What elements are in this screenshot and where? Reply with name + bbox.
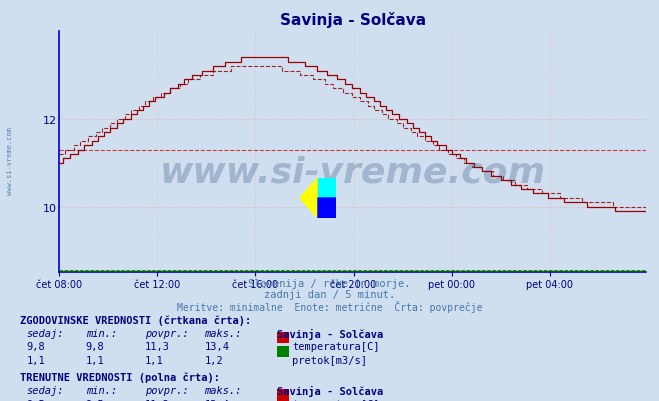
Text: 9,8: 9,8 — [26, 342, 45, 351]
Polygon shape — [318, 178, 336, 198]
Text: 9,5: 9,5 — [26, 399, 45, 401]
Text: 11,3: 11,3 — [145, 342, 170, 351]
Text: pretok[m3/s]: pretok[m3/s] — [292, 355, 367, 365]
Text: 13,4: 13,4 — [204, 399, 229, 401]
Text: Meritve: minimalne  Enote: metrične  Črta: povprečje: Meritve: minimalne Enote: metrične Črta:… — [177, 300, 482, 312]
Polygon shape — [318, 198, 336, 219]
Text: 9,8: 9,8 — [86, 342, 104, 351]
Text: zadnji dan / 5 minut.: zadnji dan / 5 minut. — [264, 290, 395, 300]
Title: Savinja - Solčava: Savinja - Solčava — [279, 12, 426, 28]
Text: 1,2: 1,2 — [204, 355, 223, 365]
Text: min.:: min.: — [86, 328, 117, 338]
Text: povpr.:: povpr.: — [145, 328, 188, 338]
Text: 13,4: 13,4 — [204, 342, 229, 351]
Text: sedaj:: sedaj: — [26, 328, 64, 338]
Text: 9,5: 9,5 — [86, 399, 104, 401]
Text: TRENUTNE VREDNOSTI (polna črta):: TRENUTNE VREDNOSTI (polna črta): — [20, 372, 219, 383]
Text: 1,1: 1,1 — [26, 355, 45, 365]
Text: www.si-vreme.com: www.si-vreme.com — [159, 155, 546, 188]
Text: maks.:: maks.: — [204, 385, 242, 395]
Text: 1,1: 1,1 — [86, 355, 104, 365]
Text: temperatura[C]: temperatura[C] — [292, 399, 380, 401]
Polygon shape — [300, 178, 318, 219]
Text: ZGODOVINSKE VREDNOSTI (črtkana črta):: ZGODOVINSKE VREDNOSTI (črtkana črta): — [20, 315, 251, 325]
Text: Savinja - Solčava: Savinja - Solčava — [277, 385, 383, 396]
Text: Slovenija / reke in morje.: Slovenija / reke in morje. — [248, 279, 411, 289]
Text: www.si-vreme.com: www.si-vreme.com — [7, 126, 13, 194]
Text: Savinja - Solčava: Savinja - Solčava — [277, 328, 383, 339]
Polygon shape — [318, 198, 336, 219]
Text: povpr.:: povpr.: — [145, 385, 188, 395]
Text: min.:: min.: — [86, 385, 117, 395]
Text: sedaj:: sedaj: — [26, 385, 64, 395]
Text: temperatura[C]: temperatura[C] — [292, 342, 380, 351]
Polygon shape — [318, 178, 336, 198]
Text: maks.:: maks.: — [204, 328, 242, 338]
Text: 1,1: 1,1 — [145, 355, 163, 365]
Text: 11,2: 11,2 — [145, 399, 170, 401]
